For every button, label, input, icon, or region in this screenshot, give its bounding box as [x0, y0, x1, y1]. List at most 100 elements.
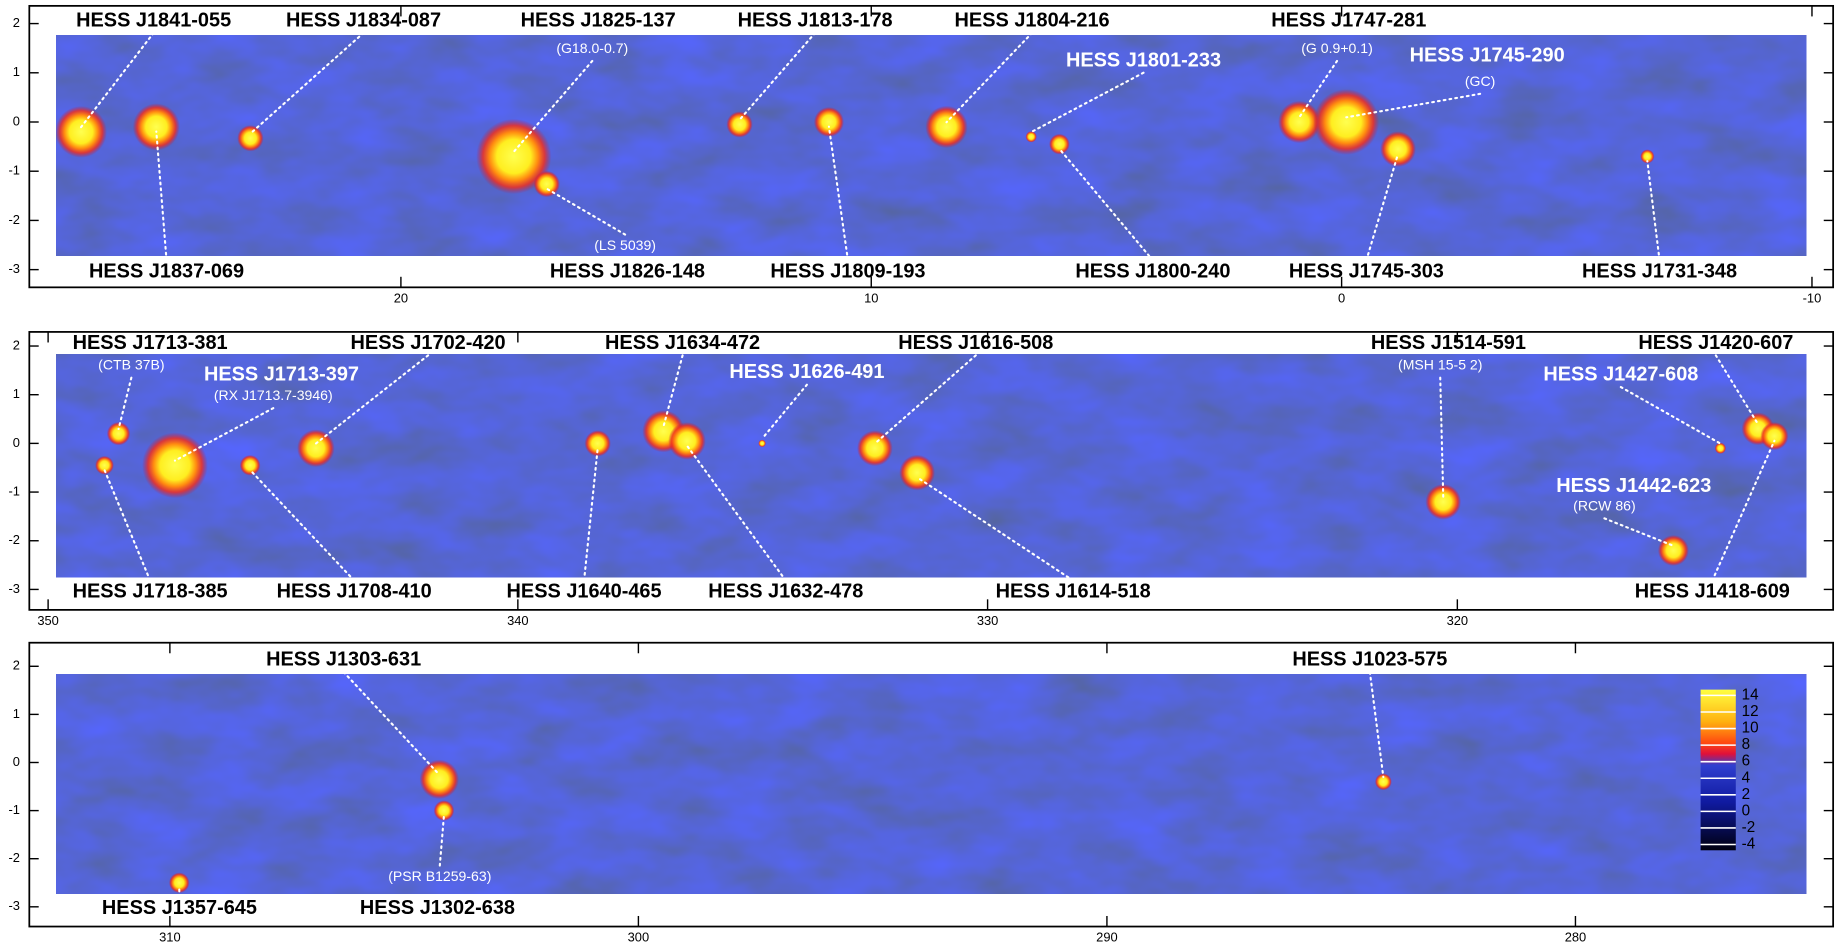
- x-tick-label: 10: [864, 290, 878, 305]
- leader-line: [827, 125, 850, 262]
- source-label: HESS J1702-420: [351, 332, 506, 354]
- source-label: HESS J1514-591: [1371, 332, 1526, 354]
- leader-line: [249, 31, 365, 135]
- colorbar-label: 2: [1742, 786, 1750, 803]
- leader-line: [342, 670, 441, 776]
- leader-line: [545, 187, 627, 236]
- panel: 2 1 0 -1 -2 -3 350 340 330 320 HESS J1713-381 (CTB …: [8, 331, 1835, 628]
- sky-map: [56, 674, 1807, 894]
- source-label: HESS J1731-348: [1582, 260, 1737, 282]
- source-label: HESS J1837-069: [89, 260, 244, 282]
- colorbar-label: 6: [1742, 753, 1750, 770]
- leader-line: [1368, 670, 1385, 779]
- leader-line: [438, 814, 446, 867]
- source-blob: [668, 422, 706, 460]
- source-note: (G18.0-0.7): [556, 40, 628, 56]
- leader-line: [1619, 385, 1722, 445]
- y-tick-label: 1: [13, 706, 20, 721]
- colorbar-label: 12: [1742, 703, 1759, 720]
- y-tick-label: -3: [8, 261, 19, 276]
- source-note: (CTB 37B): [98, 357, 164, 373]
- y-tick-label: -1: [8, 163, 19, 178]
- leader-line: [662, 354, 684, 428]
- source-blob: [1640, 149, 1655, 164]
- source-note: (MSH 15-5 2): [1398, 357, 1482, 373]
- source-note: (G 0.9+0.1): [1301, 40, 1373, 56]
- source-label: HESS J1713-381: [73, 332, 228, 354]
- colorbar-label: 14: [1742, 686, 1759, 703]
- source-blob: [533, 170, 560, 198]
- leader-line: [1365, 152, 1400, 262]
- source-blob: [1760, 421, 1789, 451]
- source-blob: [1714, 442, 1727, 454]
- y-tick-label: -2: [8, 212, 19, 227]
- x-tick-label: 330: [977, 613, 999, 628]
- leader-line: [249, 468, 356, 582]
- leader-line: [1711, 439, 1776, 582]
- leader-line: [1298, 59, 1339, 119]
- source-blob: [168, 872, 190, 894]
- colorbar-label: 0: [1742, 802, 1750, 819]
- x-tick-label: 320: [1447, 613, 1469, 628]
- source-blob: [1374, 773, 1392, 791]
- sources: [168, 759, 1392, 894]
- y-tick-label: 2: [13, 658, 20, 673]
- source-blob: [132, 103, 180, 151]
- source-note: (RCW 86): [1573, 497, 1635, 513]
- source-label: HESS J1745-303: [1289, 260, 1444, 282]
- colorbar-label: -2: [1742, 819, 1756, 836]
- leader-line: [155, 130, 168, 262]
- source-note: (PSR B1259-63): [388, 868, 491, 884]
- leader-line: [80, 31, 155, 129]
- sources: [56, 89, 1655, 198]
- leader-line: [761, 383, 808, 440]
- x-tick-label: 20: [394, 290, 408, 305]
- x-tick-label: 280: [1565, 930, 1587, 945]
- source-blob: [476, 118, 552, 195]
- source-blob: [813, 106, 844, 138]
- colorbar-label: -4: [1742, 836, 1756, 853]
- leader-line: [314, 354, 430, 445]
- source-blob: [899, 454, 935, 491]
- source-blob: [726, 111, 753, 138]
- source-blob: [237, 125, 264, 152]
- leader-line: [583, 447, 599, 582]
- source-note: (LS 5039): [594, 237, 656, 253]
- source-blob: [297, 429, 335, 468]
- y-tick-label: 0: [13, 113, 20, 128]
- source-label: HESS J1616-508: [898, 332, 1053, 354]
- source-label: HESS J1634-472: [605, 332, 760, 354]
- source-blob: [1425, 483, 1462, 520]
- leader-line: [512, 59, 594, 153]
- source-label: HESS J1614-518: [996, 581, 1151, 603]
- y-tick-label: 0: [13, 754, 20, 769]
- x-tick-label: 350: [37, 613, 59, 628]
- leader-line: [685, 444, 787, 582]
- source-label: HESS J1801-233: [1066, 49, 1221, 71]
- leader-line: [1714, 354, 1760, 426]
- leader-line: [1603, 517, 1675, 547]
- y-tick-label: 1: [13, 64, 20, 79]
- y-tick-label: 1: [13, 386, 20, 401]
- source-blob: [142, 432, 208, 499]
- source-blob: [1049, 133, 1070, 155]
- y-tick-label: 2: [13, 15, 20, 30]
- source-blob: [419, 759, 459, 800]
- source-blob: [857, 430, 893, 467]
- source-blob: [1657, 534, 1689, 566]
- source-label: HESS J1825-137: [521, 9, 676, 31]
- leader-line: [738, 31, 817, 121]
- y-tick-label: 2: [13, 337, 20, 352]
- source-blob: [584, 430, 611, 457]
- source-blob: [56, 105, 107, 158]
- leader-line: [916, 476, 1075, 582]
- source-label: HESS J1302-638: [360, 897, 515, 919]
- leader-line: [1030, 71, 1145, 134]
- source-label: HESS J1841-055: [76, 9, 231, 31]
- leader-line: [173, 407, 275, 462]
- source-label: HESS J1427-608: [1543, 364, 1698, 386]
- source-label: HESS J1745-290: [1410, 45, 1565, 67]
